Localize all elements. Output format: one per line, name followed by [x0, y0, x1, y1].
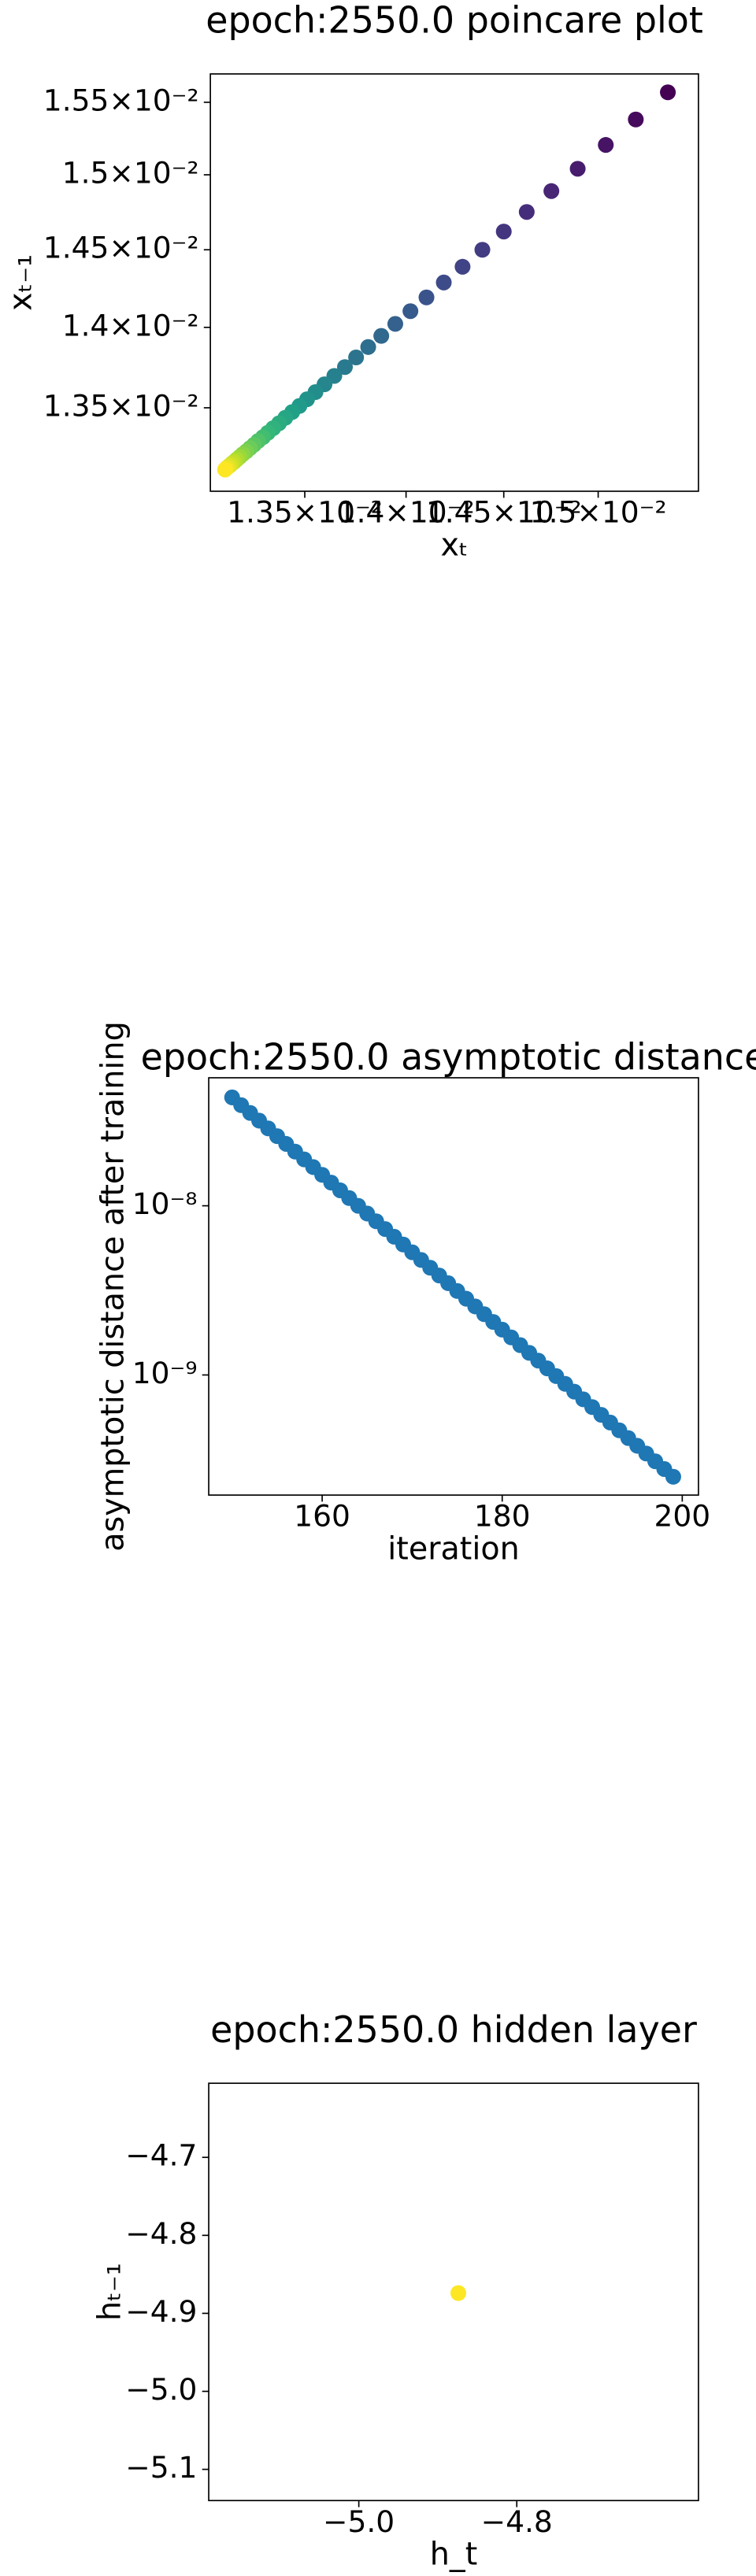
point [665, 1468, 681, 1485]
y-tick-label: −5.0 [125, 2372, 197, 2407]
point [336, 359, 354, 376]
y-axis-label: hₜ₋₁ [91, 2263, 128, 2321]
point [660, 84, 676, 101]
point [543, 183, 560, 199]
axes-frame [208, 2082, 699, 2502]
x-tick-label: 1.35×10⁻² [227, 495, 383, 530]
point [402, 303, 419, 320]
y-tick-label: 1.45×10⁻² [43, 231, 199, 265]
axes-frame [208, 1077, 699, 1496]
y-tick-label: −4.7 [125, 2138, 197, 2173]
y-tick-label: 1.55×10⁻² [43, 83, 199, 117]
chart-title: epoch:2550.0 asymptotic distance [141, 1036, 756, 1079]
x-tick-label: 180 [474, 1499, 531, 1534]
point [348, 349, 365, 366]
y-tick-label: 1.5×10⁻² [62, 156, 199, 191]
point [217, 461, 233, 478]
x-axis-label: h_t [430, 2537, 478, 2573]
point [495, 224, 512, 240]
point [474, 242, 491, 258]
x-tick-label: −5.0 [323, 2504, 395, 2539]
point [518, 204, 535, 220]
y-tick-label: −4.9 [125, 2294, 197, 2329]
y-tick-label: 10⁻⁹ [132, 1356, 198, 1390]
x-axis-label: iteration [387, 1530, 519, 1567]
y-axis-label: asymptotic distance after training [95, 1021, 132, 1551]
axes-frame [209, 73, 699, 492]
x-axis-label: xₜ [440, 527, 468, 563]
y-tick-label: −5.1 [125, 2450, 197, 2485]
y-tick-label: 10⁻⁸ [132, 1186, 198, 1221]
x-tick-label: −4.8 [481, 2504, 553, 2539]
point [373, 328, 390, 344]
point [454, 258, 471, 275]
y-tick-label: −4.8 [125, 2216, 197, 2251]
x-tick-label: 160 [294, 1499, 350, 1534]
y-axis-label: xₜ₋₁ [3, 254, 39, 311]
point [387, 316, 403, 332]
y-tick-label: 1.4×10⁻² [62, 308, 199, 342]
point [628, 111, 644, 128]
chart-title: epoch:2550.0 hidden layer [210, 2008, 697, 2051]
point [360, 339, 376, 355]
chart-title: epoch:2550.0 poincare plot [206, 0, 703, 42]
x-tick-label: 1.45×10⁻² [426, 495, 582, 530]
x-tick-label: 1.5×10⁻² [530, 495, 667, 530]
x-tick-label: 1.4×10⁻² [338, 495, 475, 530]
point [450, 2285, 467, 2301]
point [569, 161, 586, 177]
y-tick-label: 1.35×10⁻² [43, 388, 199, 423]
point [598, 137, 614, 154]
x-tick-label: 200 [654, 1499, 711, 1534]
point [418, 289, 435, 305]
point [435, 274, 452, 291]
